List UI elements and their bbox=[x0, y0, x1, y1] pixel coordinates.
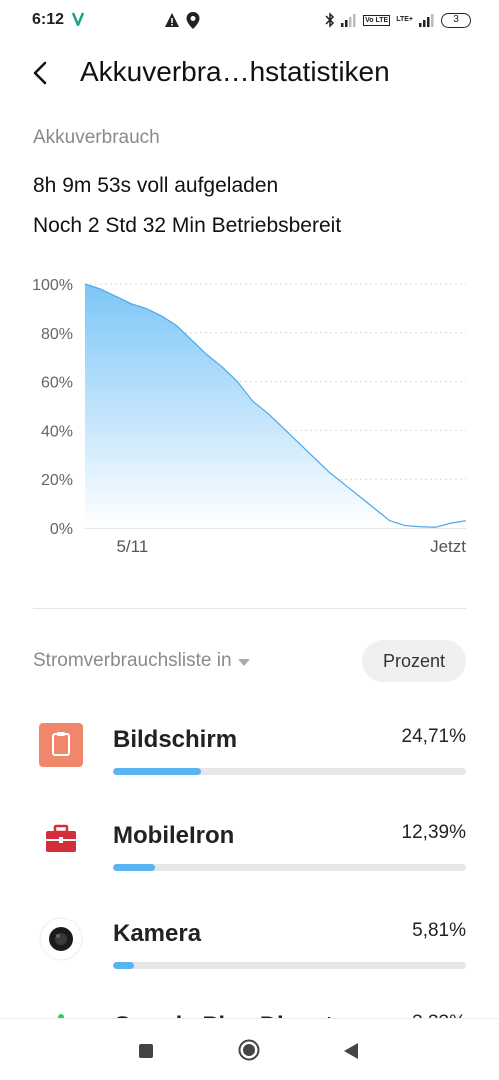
remaining-text: Noch 2 Std 32 Min Betriebsbereit bbox=[33, 214, 342, 237]
usage-row-kamera[interactable]: Kamera 5,81% bbox=[0, 916, 499, 1006]
battery-chart: 100% 80% 60% 40% 20% 0% 5/11 Jetzt bbox=[0, 262, 499, 572]
divider bbox=[33, 608, 466, 609]
app-percent: 24,71% bbox=[401, 726, 466, 747]
battery-icon: 3 bbox=[441, 12, 471, 28]
usage-bar-track bbox=[113, 962, 466, 969]
usage-bar-fill bbox=[113, 962, 135, 969]
bluetooth-icon bbox=[325, 12, 335, 28]
chart-y-tick-label: 0% bbox=[50, 521, 73, 538]
status-bar: 6:12 Vo LTE LTE+ 3 bbox=[0, 0, 499, 42]
app-percent: 5,81% bbox=[412, 920, 466, 941]
navigation-bar bbox=[0, 1018, 499, 1080]
chart-y-tick-label: 60% bbox=[41, 375, 73, 392]
usage-bar-fill bbox=[113, 768, 202, 775]
camera-icon bbox=[39, 917, 83, 961]
app-percent: 12,39% bbox=[401, 822, 466, 843]
vpn-v-icon bbox=[72, 12, 84, 26]
status-time: 6:12 bbox=[32, 11, 65, 28]
home-circle-icon[interactable] bbox=[238, 1039, 260, 1061]
usage-bar-track bbox=[113, 864, 466, 871]
chart-y-tick-label: 100% bbox=[32, 277, 73, 294]
caret-down-icon bbox=[237, 658, 250, 666]
chart-x-tick-label: Jetzt bbox=[430, 537, 466, 556]
page-title: Akkuverbra…hstatistiken bbox=[80, 56, 390, 87]
chart-series-line bbox=[84, 283, 467, 528]
recents-square-icon[interactable] bbox=[139, 1044, 153, 1058]
battery-chart-svg: 100% 80% 60% 40% 20% 0% 5/11 Jetzt bbox=[32, 277, 467, 556]
usage-bar-fill bbox=[113, 864, 156, 871]
usage-row-mobileiron[interactable]: MobileIron 12,39% bbox=[0, 818, 499, 908]
battery-section-label: Akkuverbrauch bbox=[33, 127, 160, 148]
signal-2-icon bbox=[419, 14, 434, 27]
signal-icon bbox=[341, 14, 356, 27]
chart-area-fill bbox=[85, 284, 466, 528]
lte-label: LTE+ bbox=[396, 16, 413, 23]
app-name: Kamera bbox=[113, 920, 202, 947]
chart-y-tick-label: 20% bbox=[41, 472, 73, 489]
briefcase-icon bbox=[46, 824, 76, 852]
warning-icon bbox=[165, 13, 179, 27]
usage-row-bildschirm[interactable]: Bildschirm 24,71% bbox=[0, 722, 499, 812]
usage-list-label: Stromverbrauchsliste in bbox=[33, 650, 232, 671]
screen-icon bbox=[39, 723, 83, 767]
nav-back-triangle-icon[interactable] bbox=[343, 1042, 359, 1060]
app-name: MobileIron bbox=[113, 822, 235, 849]
location-icon bbox=[186, 12, 200, 29]
volte-badge: Vo LTE bbox=[363, 14, 391, 26]
chart-y-tick-label: 80% bbox=[41, 326, 73, 343]
chart-x-tick-label: 5/11 bbox=[116, 537, 148, 556]
charged-text: 8h 9m 53s voll aufgeladen bbox=[33, 174, 279, 197]
chart-y-tick-label: 40% bbox=[41, 423, 73, 440]
percent-unit-button[interactable]: Prozent bbox=[362, 640, 466, 682]
usage-bar-track bbox=[113, 768, 466, 775]
back-arrow-icon[interactable] bbox=[26, 58, 56, 88]
app-name: Bildschirm bbox=[113, 726, 238, 753]
usage-list-dropdown[interactable]: Stromverbrauchsliste in bbox=[33, 650, 250, 672]
status-right-group: Vo LTE LTE+ 3 bbox=[325, 12, 471, 28]
